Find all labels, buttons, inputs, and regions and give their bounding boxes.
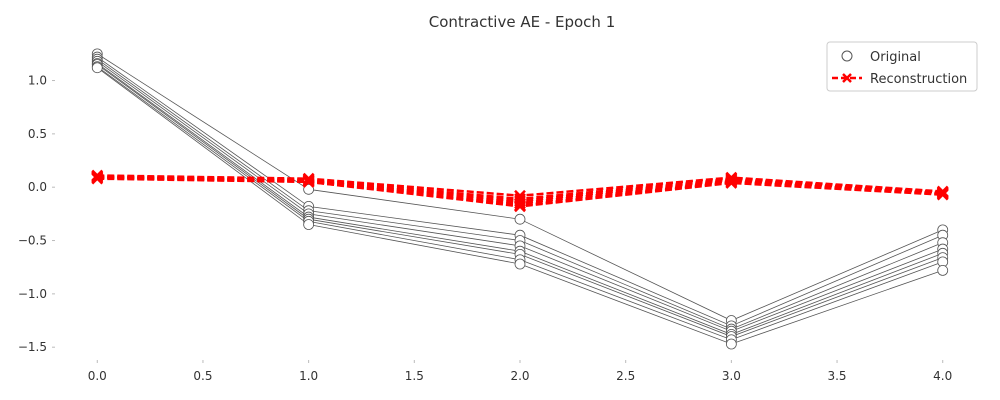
x-tick-label: 0.5 bbox=[193, 369, 212, 383]
original-point bbox=[725, 338, 737, 350]
y-tick-label: −1.5 bbox=[18, 340, 47, 354]
legend-original-marker-icon bbox=[841, 50, 853, 62]
original-point bbox=[303, 183, 315, 195]
y-tick-label: 0.5 bbox=[28, 127, 47, 141]
y-tick-label: −1.0 bbox=[18, 287, 47, 301]
original-point bbox=[937, 264, 949, 276]
chart-title: Contractive AE - Epoch 1 bbox=[429, 13, 616, 31]
y-tick-label: 0.0 bbox=[28, 180, 47, 194]
x-tick-label: 1.5 bbox=[405, 369, 424, 383]
original-point bbox=[514, 213, 526, 225]
x-tick-label: 2.5 bbox=[616, 369, 635, 383]
reconstruction-point bbox=[725, 177, 738, 189]
x-tick-label: 2.0 bbox=[510, 369, 529, 383]
x-tick-label: 3.0 bbox=[722, 369, 741, 383]
y-axis: 1.0 0.5 0.0 −0.5 −1.0 −1.5 bbox=[18, 74, 55, 354]
original-point bbox=[91, 62, 103, 74]
x-tick-label: 0.0 bbox=[88, 369, 107, 383]
plot-area bbox=[91, 48, 949, 350]
original-point bbox=[303, 219, 315, 230]
reconstruction-point bbox=[91, 172, 104, 185]
legend-reconstruction-marker-icon bbox=[842, 73, 852, 83]
series-original-1 bbox=[91, 51, 949, 332]
legend-reconstruction-label: Reconstruction bbox=[870, 72, 967, 87]
series-reconstruction-5 bbox=[91, 172, 949, 213]
reconstruction-point bbox=[936, 188, 949, 201]
reconstruction-point bbox=[514, 200, 526, 213]
legend-box bbox=[826, 41, 978, 92]
x-tick-label: 3.5 bbox=[827, 369, 846, 383]
x-tick-label: 4.0 bbox=[933, 369, 952, 383]
legend: Original Reconstruction bbox=[826, 41, 978, 92]
y-tick-label: −0.5 bbox=[18, 234, 47, 248]
original-line bbox=[97, 56, 943, 327]
x-tick-label: 1.0 bbox=[299, 369, 318, 383]
x-axis: 0.0 0.5 1.0 1.5 2.0 2.5 3.0 3.5 4.0 bbox=[88, 360, 952, 383]
original-point bbox=[514, 258, 526, 270]
reconstruction-point bbox=[302, 175, 315, 188]
y-tick-label: 1.0 bbox=[28, 74, 47, 88]
series-original-7 bbox=[91, 62, 949, 350]
legend-original-label: Original bbox=[870, 50, 921, 65]
